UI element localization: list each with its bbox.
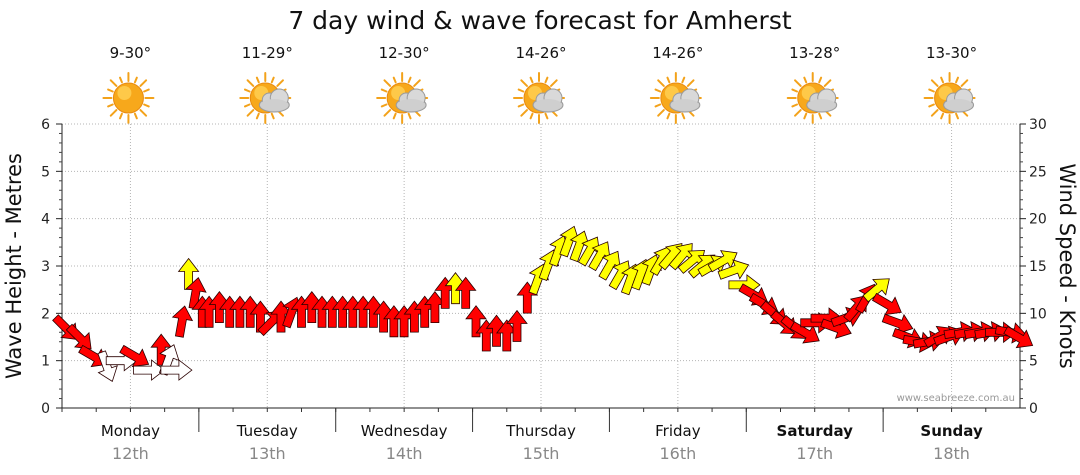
day-name-label: Monday <box>101 422 160 440</box>
wind-arrow <box>862 278 890 303</box>
day-name-label: Sunday <box>920 422 983 440</box>
day-temperature: 13-30° <box>926 44 977 62</box>
left-axis-ticks: 0 1 2 3 4 5 6 <box>41 117 62 417</box>
partly-cloudy-icon <box>649 72 702 124</box>
right-tick-label: 10 <box>1029 306 1047 322</box>
day-name-label: Tuesday <box>236 422 298 440</box>
day-name-label: Wednesday <box>361 422 448 440</box>
day-temperature: 14-26° <box>652 44 703 62</box>
left-tick-label: 3 <box>41 259 50 275</box>
sun-icon <box>102 72 155 124</box>
day-temperature: 11-29° <box>242 44 293 62</box>
day-date-label: 15th <box>523 444 560 463</box>
credit-text: www.seabreeze.com.au <box>897 393 1015 404</box>
right-tick-label: 15 <box>1029 259 1047 275</box>
temperature-row: 9-30° 11-29° 12-30° 14-26° 14-26° 13-28° 13-30… <box>110 44 977 62</box>
day-temperature: 9-30° <box>110 44 152 62</box>
day-name-label: Thursday <box>505 422 576 440</box>
day-temperature: 14-26° <box>515 44 566 62</box>
weather-icon-row <box>102 72 976 124</box>
day-name-label: Friday <box>655 422 701 440</box>
wind-arrow <box>454 276 477 309</box>
partly-cloudy-icon <box>513 72 565 124</box>
day-temperature: 13-28° <box>789 44 840 62</box>
wind-arrow <box>171 305 194 338</box>
right-tick-label: 20 <box>1029 212 1047 228</box>
chart-title: 7 day wind & wave forecast for Amherst <box>288 6 792 35</box>
wind-arrow <box>119 344 150 368</box>
right-tick-label: 5 <box>1029 354 1038 370</box>
wind-arrow <box>65 323 92 350</box>
day-date-label: 17th <box>796 444 833 463</box>
wind-arrow <box>133 359 166 381</box>
wind-arrow <box>97 350 118 382</box>
left-axis-title: Wave Height - Metres <box>2 153 26 379</box>
wind-arrow <box>160 359 193 381</box>
day-date-label: 14th <box>386 444 423 463</box>
day-temperature: 12-30° <box>379 44 430 62</box>
left-tick-label: 0 <box>41 401 50 417</box>
wind-arrows <box>52 225 1034 382</box>
partly-cloudy-icon <box>239 72 292 124</box>
day-labels: Monday 12th Tuesday 13th Wednesday 14th Thursd… <box>101 422 983 463</box>
wind-arrow <box>465 305 487 338</box>
day-date-label: 12th <box>112 444 149 463</box>
wind-arrow <box>506 309 528 342</box>
partly-cloudy-icon <box>376 72 429 124</box>
left-tick-label: 5 <box>41 164 50 180</box>
wind-arrow <box>871 292 902 316</box>
day-date-label: 16th <box>659 444 696 463</box>
wind-arrow <box>1003 325 1034 349</box>
right-tick-label: 0 <box>1029 401 1038 417</box>
day-date-label: 18th <box>933 444 970 463</box>
day-date-label: 13th <box>249 444 286 463</box>
partly-cloudy-icon <box>923 72 976 124</box>
wind-arrow <box>717 259 750 280</box>
left-tick-label: 6 <box>41 117 50 133</box>
right-axis-ticks: 0 5 10 15 20 25 30 <box>1020 117 1047 417</box>
left-tick-label: 4 <box>41 212 50 228</box>
left-tick-label: 1 <box>41 354 50 370</box>
day-name-label: Saturday <box>777 422 854 440</box>
right-axis-title: Wind Speed - Knots <box>1055 163 1079 368</box>
wind-arrow <box>78 344 109 368</box>
right-tick-label: 30 <box>1029 117 1047 133</box>
right-tick-label: 25 <box>1029 164 1047 180</box>
partly-cloudy-icon <box>786 72 839 124</box>
left-tick-label: 2 <box>41 306 50 322</box>
